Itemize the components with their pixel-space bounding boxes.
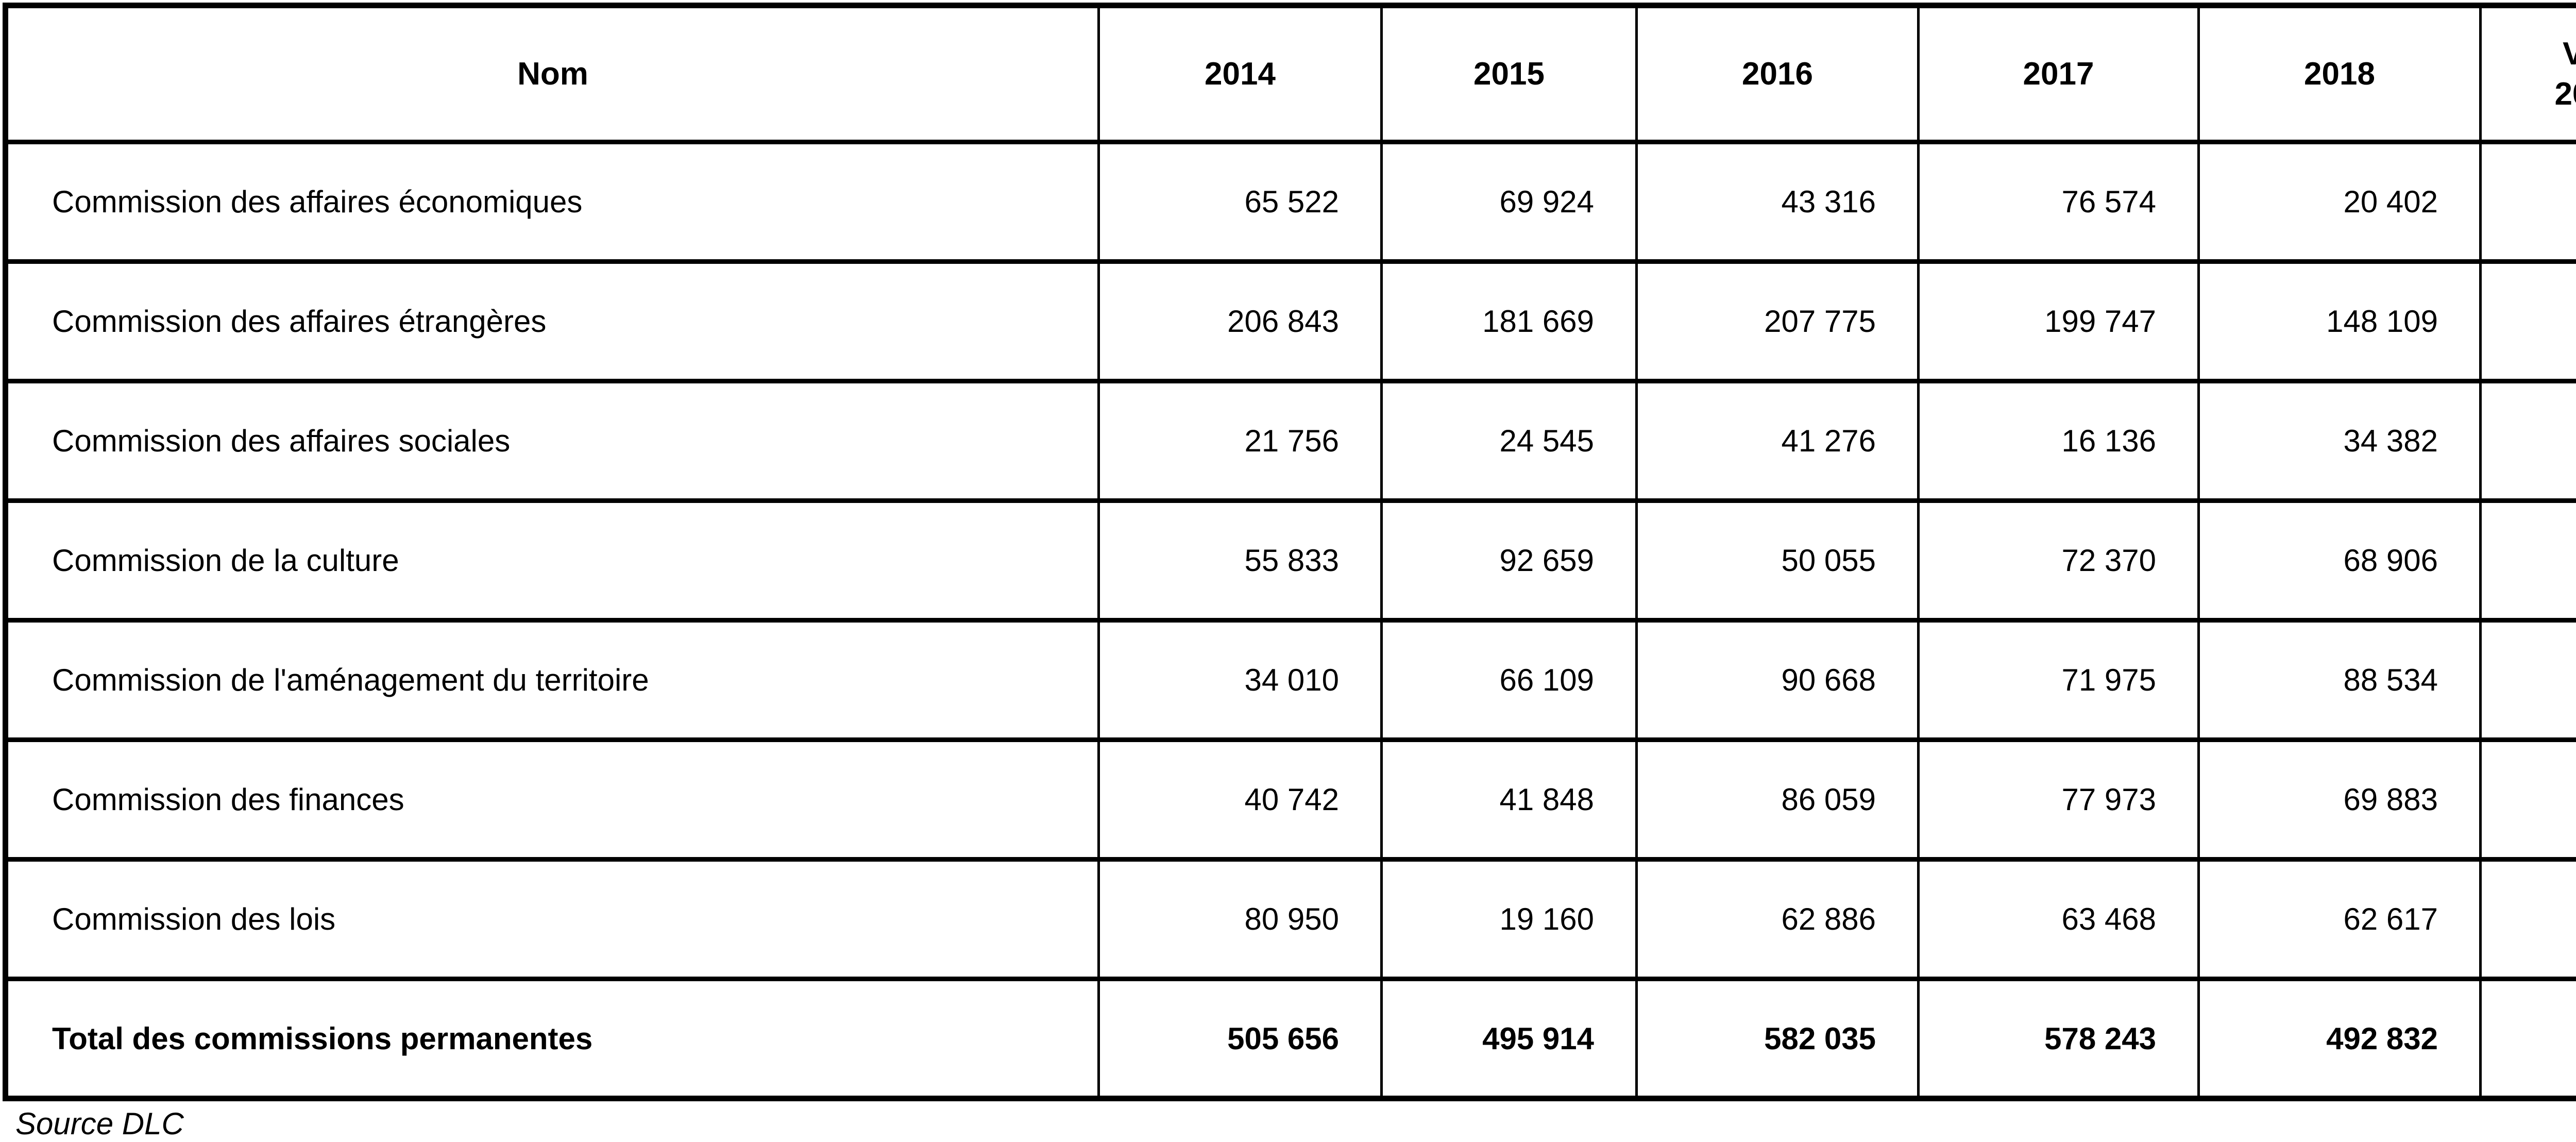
cell-variation: 113,07% <box>2479 379 2576 503</box>
row-label: Commission des lois <box>4 857 1100 981</box>
cell-2014: 21 756 <box>1097 379 1383 503</box>
cell-2018: 148 109 <box>2197 259 2482 383</box>
cell-2015: 66 109 <box>1380 618 1638 742</box>
cell-2016: 43 316 <box>1635 140 1920 264</box>
cell-2017: 199 747 <box>1917 259 2200 383</box>
table-row: Commission des affaires économiques 65 5… <box>4 140 2576 264</box>
table-row: Commission de la culture 55 833 92 659 5… <box>4 498 2576 623</box>
cell-2018: 34 382 <box>2197 379 2482 503</box>
cell-2018: 62 617 <box>2197 857 2482 981</box>
cell-2015: 92 659 <box>1380 498 1638 623</box>
table-row: Commission des affaires étrangères 206 8… <box>4 259 2576 383</box>
col-header-2014: 2014 <box>1097 3 1383 144</box>
cell-2017: 16 136 <box>1917 379 2200 503</box>
cell-variation: -4,79% <box>2479 498 2576 623</box>
cell-variation: -73,36% <box>2479 140 2576 264</box>
cell-variation: -1,34% <box>2479 857 2576 981</box>
col-header-2018: 2018 <box>2197 3 2482 144</box>
table-row: Commission de l'aménagement du territoir… <box>4 618 2576 742</box>
cell-2014: 80 950 <box>1097 857 1383 981</box>
cell-2014: 65 522 <box>1097 140 1383 264</box>
col-header-variation: Variation 2018/2017 <box>2479 3 2576 144</box>
table-total-row: Total des commissions permanentes 505 65… <box>4 977 2576 1101</box>
table-row: Commission des lois 80 950 19 160 62 886… <box>4 857 2576 981</box>
source-note: Source DLC <box>15 1106 184 1141</box>
cell-2017: 72 370 <box>1917 498 2200 623</box>
commissions-table: Nom 2014 2015 2016 2017 2018 Variation 2… <box>3 3 2576 1101</box>
cell-2015: 181 669 <box>1380 259 1638 383</box>
cell-2017: 77 973 <box>1917 737 2200 862</box>
cell-2015: 19 160 <box>1380 857 1638 981</box>
col-header-2017: 2017 <box>1917 3 2200 144</box>
cell-2018: 20 402 <box>2197 140 2482 264</box>
row-label: Commission des affaires sociales <box>4 379 1100 503</box>
row-label: Commission des affaires étrangères <box>4 259 1100 383</box>
total-label: Total des commissions permanentes <box>4 977 1100 1101</box>
total-2014: 505 656 <box>1097 977 1383 1101</box>
cell-2018: 69 883 <box>2197 737 2482 862</box>
cell-variation: -25,85% <box>2479 259 2576 383</box>
table-row: Commission des finances 40 742 41 848 86… <box>4 737 2576 862</box>
total-2018: 492 832 <box>2197 977 2482 1101</box>
cell-2015: 69 924 <box>1380 140 1638 264</box>
cell-2016: 90 668 <box>1635 618 1920 742</box>
total-2015: 495 914 <box>1380 977 1638 1101</box>
cell-2014: 34 010 <box>1097 618 1383 742</box>
col-header-2016: 2016 <box>1635 3 1920 144</box>
cell-variation: 23,01% <box>2479 618 2576 742</box>
cell-2017: 63 468 <box>1917 857 2200 981</box>
cell-2016: 62 886 <box>1635 857 1920 981</box>
cell-2018: 88 534 <box>2197 618 2482 742</box>
cell-2016: 50 055 <box>1635 498 1920 623</box>
total-variation: -14,77% <box>2479 977 2576 1101</box>
cell-2016: 207 775 <box>1635 259 1920 383</box>
total-2016: 582 035 <box>1635 977 1920 1101</box>
row-label: Commission des finances <box>4 737 1100 862</box>
cell-2015: 41 848 <box>1380 737 1638 862</box>
cell-2014: 55 833 <box>1097 498 1383 623</box>
cell-2017: 71 975 <box>1917 618 2200 742</box>
row-label: Commission de la culture <box>4 498 1100 623</box>
table-header-row: Nom 2014 2015 2016 2017 2018 Variation 2… <box>4 3 2576 144</box>
total-2017: 578 243 <box>1917 977 2200 1101</box>
cell-2016: 41 276 <box>1635 379 1920 503</box>
cell-2014: 40 742 <box>1097 737 1383 862</box>
cell-2018: 68 906 <box>2197 498 2482 623</box>
cell-variation: -10,38% <box>2479 737 2576 862</box>
table-row: Commission des affaires sociales 21 756 … <box>4 379 2576 503</box>
row-label: Commission des affaires économiques <box>4 140 1100 264</box>
cell-2017: 76 574 <box>1917 140 2200 264</box>
cell-2016: 86 059 <box>1635 737 1920 862</box>
cell-2014: 206 843 <box>1097 259 1383 383</box>
row-label: Commission de l'aménagement du territoir… <box>4 618 1100 742</box>
cell-2015: 24 545 <box>1380 379 1638 503</box>
col-header-2015: 2015 <box>1380 3 1638 144</box>
col-header-nom: Nom <box>4 3 1100 144</box>
